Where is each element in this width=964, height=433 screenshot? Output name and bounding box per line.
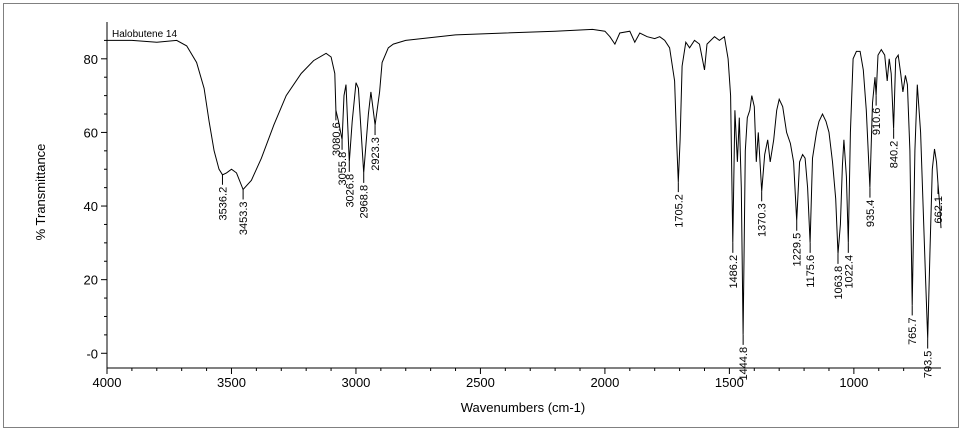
- peak-label: 840.2: [889, 141, 901, 169]
- peak-label: 3026.8: [344, 174, 356, 208]
- tick-marks: 4000 3500 3000 2500 2000 1500 1000 80 60 40 20 -0: [84, 39, 930, 390]
- y-tick-label: 80: [84, 52, 98, 67]
- peak-label: 703.5: [923, 351, 935, 379]
- spectrum-trace: [107, 28, 942, 339]
- peak-label: 2923.3: [370, 137, 382, 171]
- x-tick-label: 1500: [715, 375, 744, 390]
- y-tick-label: 60: [84, 125, 98, 140]
- peak-label: 1229.5: [792, 233, 804, 267]
- x-tick-label: 3000: [341, 375, 370, 390]
- x-tick-label: 4000: [93, 375, 122, 390]
- peak-label: 1370.3: [757, 203, 769, 237]
- x-tick-label: 2000: [590, 375, 619, 390]
- chart-frame: [3, 3, 959, 428]
- x-tick-label: 1000: [839, 375, 868, 390]
- y-axis-title: % Transmittance: [33, 144, 48, 241]
- peak-label: 2968.8: [359, 185, 371, 219]
- y-tick-label: -0: [86, 346, 98, 361]
- x-tick-label: 3500: [217, 375, 246, 390]
- x-axis-title: Wavenumbers (cm-1): [461, 400, 585, 415]
- peak-label: 3055.8: [337, 152, 349, 186]
- spectrum-layer: [107, 28, 942, 339]
- peak-label: 765.7: [907, 317, 919, 345]
- peak-label: 1175.6: [805, 255, 817, 288]
- axes: [106, 22, 941, 369]
- peak-label: 662.1: [933, 196, 945, 224]
- peak-label: 3453.3: [238, 202, 250, 236]
- peak-label: 1022.4: [843, 255, 855, 289]
- peak-label: 910.6: [871, 108, 883, 136]
- peak-label: 3536.2: [218, 187, 230, 221]
- sample-name: Halobutene 14: [112, 29, 177, 40]
- peak-label: 1486.2: [728, 255, 740, 289]
- x-tick-label: 2500: [466, 375, 495, 390]
- y-tick-label: 40: [84, 199, 98, 214]
- peak-label: 1444.8: [738, 347, 750, 381]
- y-tick-label: 20: [84, 273, 98, 288]
- peak-label: 1063.8: [833, 266, 845, 300]
- peak-label: 935.4: [865, 200, 877, 228]
- peak-label: 1705.2: [673, 194, 685, 228]
- peak-label: 3080.6: [331, 122, 343, 156]
